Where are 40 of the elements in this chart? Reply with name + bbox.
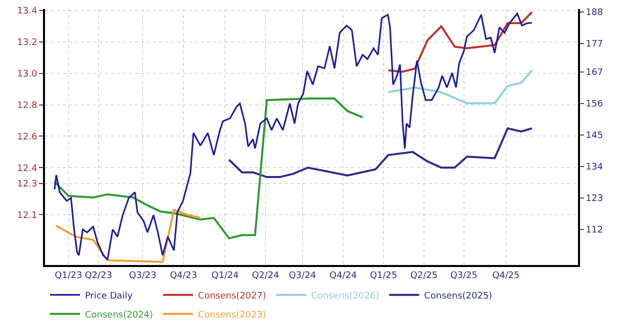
legend-label: Price Daily	[85, 291, 134, 302]
x-tick-label: Q4/24	[330, 270, 358, 281]
y2-tick-label: 112	[586, 226, 603, 236]
x-tick-label: Q2/25	[410, 270, 438, 281]
legend-label: Consens(2027)	[198, 291, 266, 302]
y2-tick-label: 156	[586, 100, 604, 110]
line-series	[387, 69, 533, 104]
legend-label: Consens(2024)	[85, 310, 154, 320]
y-tick-label: 12.6	[17, 132, 38, 142]
y-tick-label: 12.4	[17, 164, 38, 174]
y2-tick-label: 167	[586, 68, 603, 78]
y2-tick-label: 177	[586, 40, 603, 50]
x-tick-label: Q2/24	[252, 270, 280, 281]
legend-label: Consens(2023)	[198, 310, 266, 320]
x-tick-label: Q2/23	[84, 270, 112, 281]
y2-tick-label: 134	[586, 162, 604, 173]
x-tick-label: Q3/23	[129, 270, 156, 281]
y-tick-label: 13.0	[17, 70, 38, 80]
x-tick-label: Q3/24	[288, 270, 316, 281]
line-series	[54, 12, 533, 260]
line-series	[387, 11, 533, 73]
legend-label: Consens(2026)	[311, 291, 380, 302]
x-tick-label: Q1/24	[211, 270, 240, 281]
y-tick-label: 13.2	[17, 38, 38, 48]
y2-tick-label: 123	[586, 194, 603, 204]
x-tick-label: Q3/25	[450, 270, 478, 281]
y-tick-label: 13.4	[17, 6, 38, 17]
y2-tick-label: 145	[586, 131, 603, 142]
y-tick-label: 12.3	[17, 179, 38, 190]
line-series	[55, 209, 202, 263]
x-tick-label: Q4/23	[170, 270, 198, 281]
y-tick-label: 12.1	[17, 210, 38, 221]
x-tick-label: Q1/25	[370, 270, 398, 281]
line-series	[54, 98, 364, 240]
line-series	[228, 127, 533, 178]
x-tick-label: Q1/23	[54, 270, 82, 281]
y2-tick-label: 188	[586, 8, 604, 18]
legend-label: Consens(2025)	[424, 291, 492, 302]
y-tick-label: 12.8	[17, 100, 38, 111]
x-tick-label: Q4/25	[492, 270, 520, 281]
